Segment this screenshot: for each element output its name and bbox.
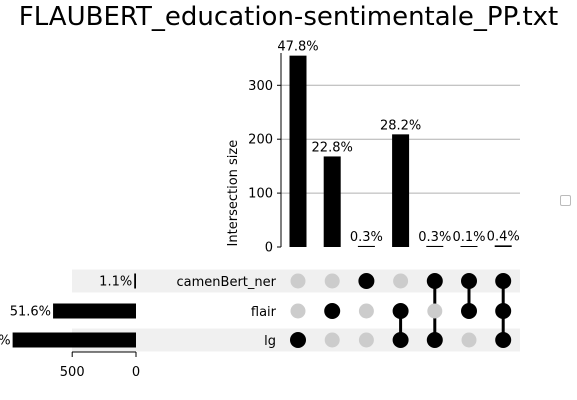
matrix-dot-active: [495, 303, 512, 319]
set-size-tick-label: 500: [60, 365, 85, 380]
matrix-dot-inactive: [358, 332, 374, 348]
intersection-label: 22.8%: [312, 140, 353, 155]
empty-legend: [560, 195, 571, 206]
set-size-label: 51.6%: [10, 305, 51, 320]
matrix-dot-active: [495, 273, 512, 289]
intersection-label: 0.1%: [452, 230, 485, 245]
matrix-dot-inactive: [290, 273, 306, 289]
set-size-bar: [53, 303, 137, 319]
matrix-dot-active: [324, 303, 341, 319]
set-name-label: camenBert_ner: [177, 275, 277, 290]
y-tick-label: 300: [248, 79, 273, 94]
matrix-dot-inactive: [427, 303, 443, 319]
matrix-dot-active: [358, 273, 375, 289]
set-size-label: 1.1%: [99, 275, 132, 290]
intersection-bar: [289, 55, 307, 247]
intersection-bar: [357, 245, 375, 247]
matrix-dot-inactive: [290, 303, 306, 319]
matrix-dot-active: [290, 332, 306, 348]
intersection-bar: [323, 156, 341, 247]
matrix-dot-active: [392, 303, 409, 319]
set-size-bar: [12, 332, 136, 348]
matrix-dot-active: [495, 332, 512, 348]
intersection-bar: [392, 134, 410, 247]
intersection-bar: [426, 245, 444, 247]
matrix-dot-active: [392, 332, 409, 348]
matrix-dot-active: [461, 273, 477, 289]
set-size-label: 76.8%: [0, 334, 11, 349]
intersection-label: 0.4%: [487, 229, 520, 244]
intersection-label: 0.3%: [350, 230, 383, 245]
y-tick-label: 100: [248, 187, 273, 202]
matrix-dot-inactive: [324, 273, 340, 289]
matrix-dot-inactive: [358, 303, 374, 319]
intersection-bar: [460, 246, 478, 247]
matrix-dot-active: [426, 273, 443, 289]
y-tick-label: 0: [265, 241, 273, 256]
intersection-bar: [494, 245, 512, 247]
matrix-dot-inactive: [393, 273, 409, 289]
set-name-label: lg: [264, 334, 276, 349]
chart-title: FLAUBERT_education-sentimentale_PP.txt: [18, 2, 559, 32]
set-name-label: flair: [251, 305, 277, 320]
intersection-label: 47.8%: [277, 40, 318, 55]
y-tick-label: 200: [248, 133, 273, 148]
y-axis-label: Intersection size: [226, 140, 241, 247]
matrix-dot-inactive: [461, 332, 477, 348]
intersection-label: 28.2%: [380, 118, 421, 133]
set-size-tick-label: 0: [132, 365, 140, 380]
matrix-dot-active: [426, 332, 443, 348]
matrix-dot-inactive: [324, 332, 340, 348]
matrix-dot-active: [461, 303, 477, 319]
intersection-label: 0.3%: [418, 230, 451, 245]
set-size-bar: [134, 273, 136, 289]
